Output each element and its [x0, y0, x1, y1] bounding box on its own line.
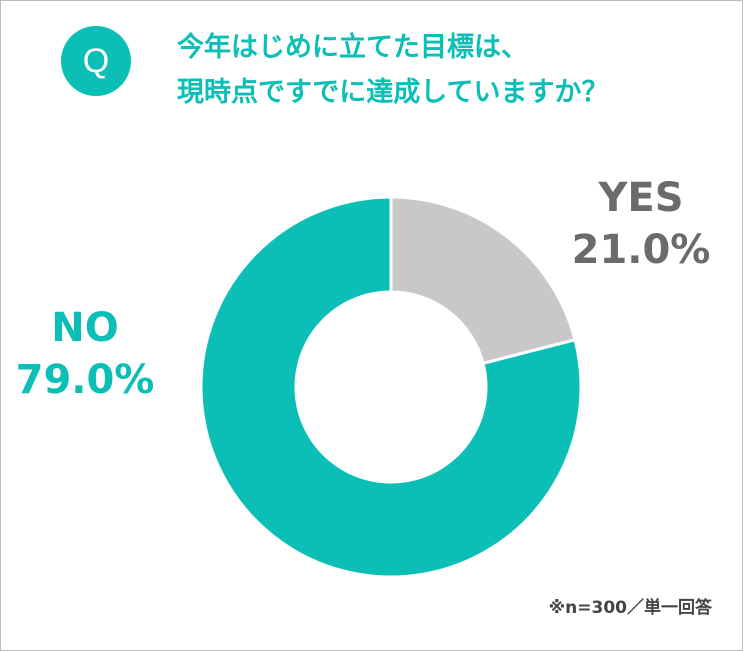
- question-badge-letter: Q: [82, 42, 110, 80]
- slice-name-no: NO: [51, 305, 118, 351]
- donut-slices: [199, 195, 583, 579]
- question-title: 今年はじめに立てた目標は、 現時点ですでに達成していますか？: [177, 25, 722, 115]
- question-line-1: 今年はじめに立てた目標は、: [177, 32, 528, 63]
- slice-no: [199, 195, 583, 579]
- slice-value-yes: 21.0%: [572, 227, 711, 273]
- question-badge: Q: [61, 26, 131, 96]
- sample-note: ※n=300／単一回答: [548, 598, 712, 618]
- slice-value-no: 79.0%: [16, 357, 155, 403]
- slice-name-yes: YES: [597, 175, 683, 221]
- donut-labels: YES 21.0% NO 79.0%: [16, 175, 711, 403]
- question-line-2: 現時点ですでに達成していますか？: [177, 77, 609, 108]
- slice-yes: [389, 195, 577, 366]
